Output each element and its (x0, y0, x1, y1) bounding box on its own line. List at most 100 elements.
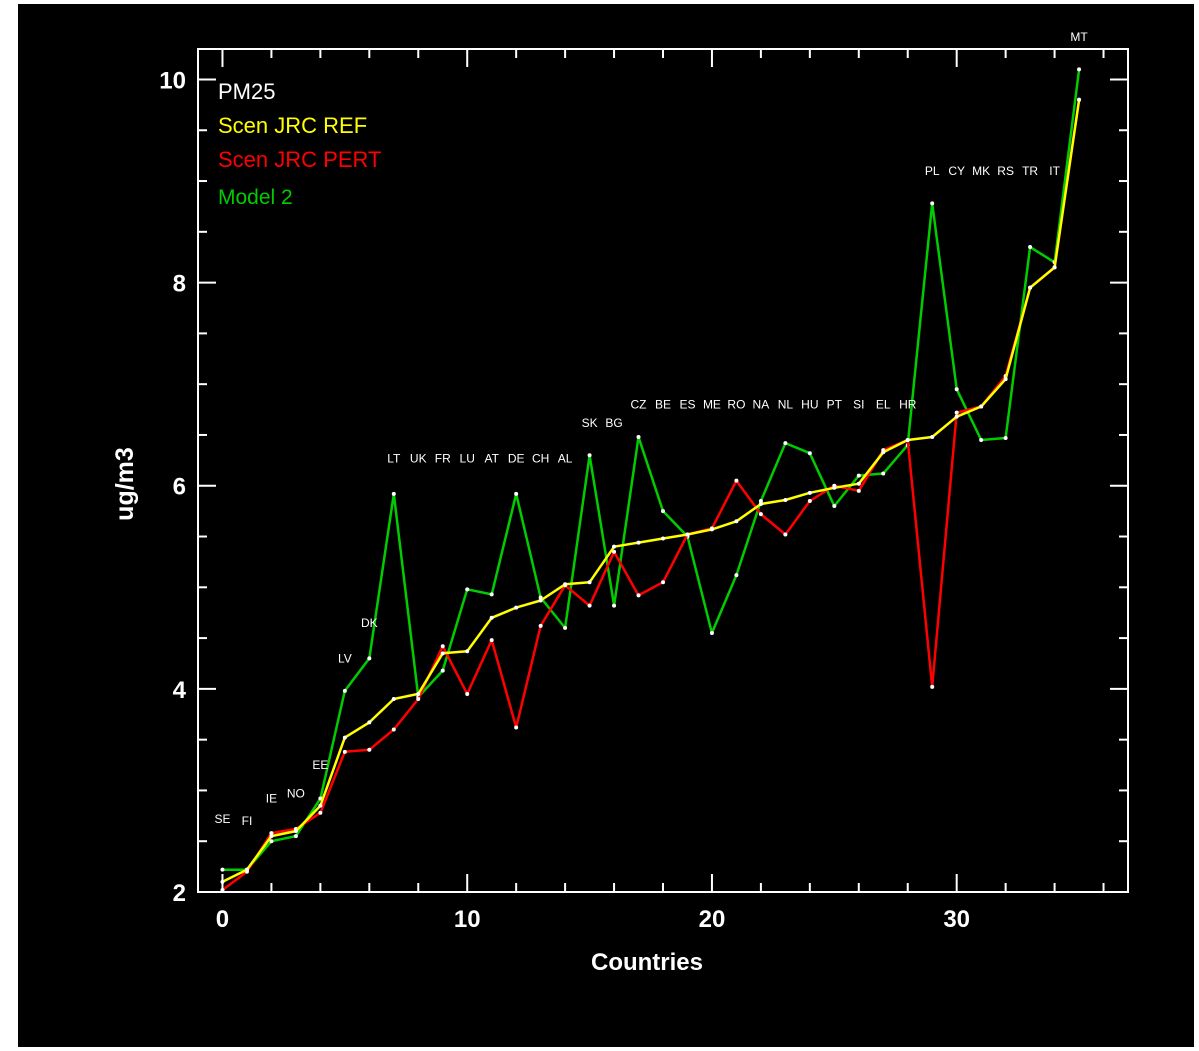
data-point-scen-jrc-pert (734, 478, 739, 483)
country-label: SK (582, 416, 598, 430)
data-point-model-2 (342, 688, 347, 693)
data-point-model-2 (636, 434, 641, 439)
data-point-scen-jrc-ref (1028, 285, 1033, 290)
data-point-scen-jrc-pert (856, 488, 861, 493)
data-point-scen-jrc-ref (1052, 265, 1057, 270)
data-point-scen-jrc-pert (661, 580, 665, 585)
data-point-model-2 (612, 603, 617, 608)
data-point-scen-jrc-ref (318, 803, 323, 808)
y-tick-label: 6 (173, 474, 186, 501)
data-point-scen-jrc-pert (440, 644, 445, 649)
data-point-scen-jrc-ref (636, 540, 641, 545)
data-point-scen-jrc-ref (220, 879, 225, 884)
y-tick-label: 2 (173, 880, 186, 907)
country-label: NL (778, 398, 794, 412)
country-label: LV (338, 651, 352, 665)
data-point-scen-jrc-ref (881, 450, 886, 455)
legend-entry-model-2: Model 2 (218, 186, 293, 209)
country-label: NO (287, 787, 305, 801)
country-label: EL (876, 398, 891, 412)
data-point-scen-jrc-ref (685, 532, 690, 537)
data-point-model-2 (440, 668, 445, 673)
data-point-scen-jrc-pert (416, 697, 421, 702)
data-point-scen-jrc-ref (807, 490, 812, 495)
data-point-scen-jrc-pert (318, 810, 323, 815)
country-label: DE (508, 451, 525, 465)
country-labels: SE FI IE NO EE LV DK LT UK FR LU AT DE CH AL SK BG CZ BE ES… (214, 30, 1088, 828)
data-point-scen-jrc-pert (587, 603, 592, 608)
data-point-model-2 (269, 839, 274, 844)
data-point-model-2 (832, 504, 837, 509)
country-label: AT (484, 451, 499, 465)
country-label: FR (435, 451, 451, 465)
country-label: PL (925, 164, 940, 178)
data-point-scen-jrc-ref (293, 829, 298, 834)
data-point-scen-jrc-ref (905, 438, 910, 443)
data-point-scen-jrc-pert (220, 887, 225, 892)
data-point-scen-jrc-ref (954, 414, 959, 419)
data-point-model-2 (881, 471, 886, 476)
data-point-scen-jrc-pert (538, 623, 543, 628)
data-point-scen-jrc-pert (954, 410, 959, 415)
data-point-scen-jrc-ref (979, 404, 984, 409)
data-point-scen-jrc-ref (1003, 377, 1008, 382)
chart-frame: 0 10 20 30 2 4 6 8 10 Countries ug/m3 SE FI IE NO EE… (18, 4, 1194, 1047)
country-label: EE (312, 758, 328, 772)
country-label: RO (727, 398, 745, 412)
data-point-scen-jrc-ref (538, 598, 543, 603)
data-point-model-2 (367, 656, 372, 661)
y-tick-label: 8 (173, 271, 186, 298)
country-label: CZ (631, 398, 647, 412)
country-label: AL (558, 451, 573, 465)
legend-entry-scen-jrc-ref: Scen JRC REF (218, 113, 367, 138)
country-label: UK (410, 451, 427, 465)
data-point-scen-jrc-ref (465, 649, 470, 654)
data-point-model-2 (514, 491, 519, 496)
country-label: RS (997, 164, 1014, 178)
data-point-model-2 (930, 201, 935, 206)
data-point-model-2 (709, 631, 714, 636)
country-label: BG (605, 416, 622, 430)
x-tick-label: 20 (699, 906, 726, 933)
data-point-scen-jrc-ref (269, 834, 274, 839)
country-label: IE (266, 792, 277, 806)
data-point-scen-jrc-ref (661, 536, 665, 541)
data-point-scen-jrc-pert (391, 727, 396, 732)
data-point-scen-jrc-pert (783, 532, 788, 537)
country-label: LT (387, 451, 401, 465)
data-point-scen-jrc-ref (367, 720, 372, 725)
data-point-scen-jrc-ref (489, 615, 494, 620)
data-point-model-2 (734, 573, 739, 578)
data-point-scen-jrc-ref (342, 735, 347, 740)
data-point-scen-jrc-pert (342, 749, 347, 754)
data-point-model-2 (758, 498, 763, 503)
data-point-model-2 (563, 625, 568, 630)
country-label: SI (853, 398, 864, 412)
country-label: HU (801, 398, 818, 412)
x-tick-label: 30 (943, 906, 970, 933)
data-point-scen-jrc-ref (587, 580, 592, 585)
data-point-scen-jrc-ref (563, 582, 568, 587)
data-point-model-2 (391, 491, 396, 496)
data-point-scen-jrc-ref (734, 519, 739, 524)
data-point-scen-jrc-ref (244, 867, 249, 872)
line-chart: 0 10 20 30 2 4 6 8 10 Countries ug/m3 SE FI IE NO EE… (111, 30, 1129, 976)
y-tick-label: 4 (173, 677, 187, 704)
data-point-model-2 (293, 834, 298, 839)
data-point-model-2 (783, 441, 788, 446)
country-label: PT (827, 398, 843, 412)
data-point-scen-jrc-ref (1077, 97, 1082, 102)
data-point-scen-jrc-pert (489, 638, 494, 643)
data-point-scen-jrc-ref (832, 485, 837, 490)
data-point-scen-jrc-pert (367, 747, 372, 752)
data-point-model-2 (1028, 245, 1033, 250)
data-point-scen-jrc-pert (758, 512, 763, 517)
country-label: DK (361, 616, 378, 630)
legend-entry-scen-jrc-pert: Scen JRC PERT (218, 147, 381, 172)
data-point-scen-jrc-ref (930, 434, 935, 439)
x-axis-label: Countries (591, 949, 703, 976)
series-line-scen-jrc-ref (221, 99, 1081, 883)
data-point-model-2 (954, 387, 959, 392)
data-point-model-2 (979, 438, 984, 443)
data-point-scen-jrc-ref (440, 651, 445, 656)
